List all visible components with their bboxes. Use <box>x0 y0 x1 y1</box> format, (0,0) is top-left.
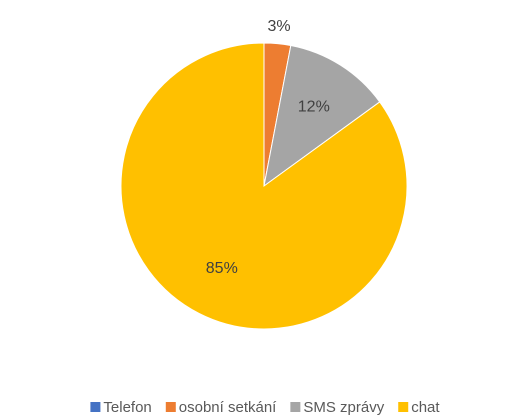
data-label: 3% <box>268 18 291 35</box>
legend-label: SMS zprávy <box>303 399 384 416</box>
legend-label: osobní setkání <box>179 399 277 416</box>
legend-swatch <box>290 402 301 412</box>
pie-slice <box>120 42 408 330</box>
legend-swatch <box>165 402 176 412</box>
legend-label: chat <box>411 399 440 416</box>
legend-swatch <box>90 402 101 412</box>
data-label: 12% <box>298 99 330 116</box>
data-label: 85% <box>206 260 238 277</box>
legend-swatch <box>398 402 409 412</box>
legend-label: Telefon <box>103 399 151 416</box>
pie-slice <box>263 44 381 188</box>
